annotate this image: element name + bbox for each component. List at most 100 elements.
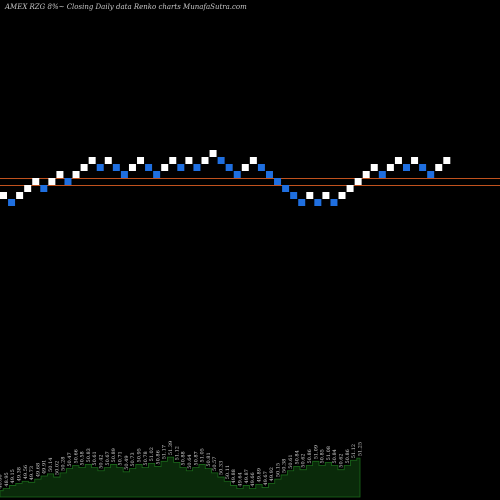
volume-label: 50.57 — [212, 457, 218, 471]
up-brick — [137, 157, 145, 164]
volume-label: 50.71 — [118, 451, 124, 465]
up-brick — [370, 164, 378, 171]
volume-label: 49.87 — [244, 469, 250, 483]
volume-label: 50.38 — [282, 459, 288, 473]
down-brick — [233, 171, 241, 178]
up-brick — [411, 157, 419, 164]
volume-label: 49.38 — [16, 467, 22, 481]
volume-label: 50.83 — [86, 448, 92, 462]
volume-label: 50.81 — [206, 452, 212, 466]
volume-label: 50.84 — [332, 449, 338, 463]
volume-label: 49.91 — [42, 460, 48, 474]
volume-panel: 48.86 48.95 49.15 49.38 49.56 49.73 49.68 49.91… — [0, 441, 364, 498]
up-brick — [88, 157, 96, 164]
up-brick — [249, 157, 257, 164]
down-brick — [427, 171, 435, 178]
up-brick — [354, 178, 362, 185]
up-brick — [72, 171, 80, 178]
up-brick — [169, 157, 177, 164]
volume-label: 50.11 — [225, 465, 231, 479]
up-brick — [322, 192, 330, 199]
up-brick — [0, 192, 7, 199]
down-brick — [193, 164, 201, 171]
down-brick — [64, 178, 72, 185]
down-brick — [120, 171, 128, 178]
volume-label: 50.28 — [61, 457, 67, 471]
volume-label: 50.49 — [124, 455, 130, 469]
up-brick — [306, 192, 314, 199]
down-brick — [112, 164, 120, 171]
volume-label: 51.05 — [200, 448, 206, 462]
volume-label: 50.02 — [54, 461, 60, 475]
up-brick — [386, 164, 394, 171]
down-brick — [282, 185, 290, 192]
volume-label: 50.15 — [275, 463, 281, 477]
down-brick — [225, 164, 233, 171]
volume-label: 49.56 — [23, 465, 29, 479]
volume-label: 50.85 — [320, 449, 326, 463]
down-brick — [314, 199, 322, 206]
down-brick — [330, 199, 338, 206]
volume-label: 50.61 — [92, 451, 98, 465]
up-brick — [443, 157, 451, 164]
volume-label: 50.87 — [193, 451, 199, 465]
up-brick — [104, 157, 112, 164]
volume-label: 50.62 — [339, 453, 345, 467]
volume-label: 50.61 — [288, 454, 294, 468]
volume-label: 49.15 — [10, 469, 16, 483]
volume-label: 50.64 — [187, 454, 193, 468]
up-brick — [32, 178, 40, 185]
volume-label: 49.73 — [29, 466, 35, 480]
up-brick — [362, 171, 370, 178]
volume-label: 49.66 — [250, 472, 256, 486]
down-brick — [217, 157, 225, 164]
volume-label: 49.88 — [231, 469, 237, 483]
volume-label: 50.67 — [105, 451, 111, 465]
up-brick — [128, 164, 136, 171]
volume-label: 51.08 — [326, 446, 332, 460]
volume-label: 50.84 — [294, 450, 300, 464]
volume-label: 50.86 — [307, 449, 313, 463]
down-brick — [378, 171, 386, 178]
up-brick — [346, 185, 354, 192]
renko-bricks — [0, 150, 451, 206]
volume-label: 48.86 — [0, 474, 4, 488]
up-brick — [16, 192, 24, 199]
volume-label: 51.02 — [149, 447, 155, 461]
down-brick — [153, 171, 161, 178]
down-brick — [40, 185, 48, 192]
volume-label: 49.68 — [35, 463, 41, 477]
volume-label: 49.67 — [263, 471, 269, 485]
down-brick — [145, 164, 153, 171]
reference-lines — [0, 178, 500, 186]
volume-label: 50.73 — [130, 452, 136, 466]
down-brick — [177, 164, 185, 171]
volume-label: 50.86 — [345, 449, 351, 463]
up-brick — [338, 192, 346, 199]
up-brick — [48, 178, 56, 185]
volume-label: 50.62 — [301, 453, 307, 467]
volume-label: 50.95 — [136, 448, 142, 462]
down-brick — [403, 164, 410, 171]
volume-label: 50.47 — [67, 452, 73, 466]
volume-label: 49.64 — [238, 472, 244, 486]
volume-label: 48.95 — [4, 472, 10, 486]
volume-label: 51.12 — [351, 444, 357, 458]
up-brick — [185, 157, 193, 164]
up-brick — [201, 157, 209, 164]
down-brick — [96, 164, 104, 171]
down-brick — [290, 192, 298, 199]
volume-label: 51.12 — [174, 446, 180, 460]
up-brick — [435, 164, 443, 171]
up-brick — [161, 164, 169, 171]
volume-label: 50.89 — [111, 448, 117, 462]
volume-label: 50.33 — [219, 461, 225, 475]
volume-label: 50.14 — [48, 458, 54, 472]
down-brick — [298, 199, 306, 206]
up-brick — [56, 171, 64, 178]
volume-label: 50.86 — [155, 450, 161, 464]
up-brick — [394, 157, 402, 164]
chart-title: AMEX RZG 8%~ Closing Daily data Renko ch… — [4, 3, 247, 11]
